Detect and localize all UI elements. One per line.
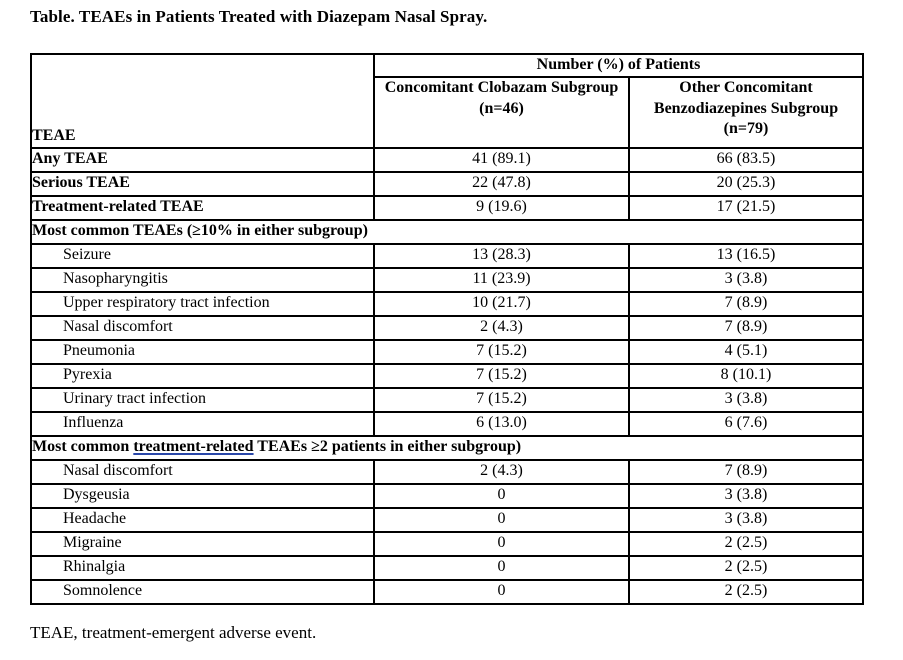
row-label: Nasopharyngitis xyxy=(30,266,375,293)
section-header: Most common TEAEs (≥10% in either subgro… xyxy=(30,218,864,245)
spanning-header-row: TEAE Number (%) of Patients xyxy=(30,53,864,149)
other-benzo-value: 2 (2.5) xyxy=(628,554,864,581)
table-row: Nasopharyngitis 11 (23.9) 3 (3.8) xyxy=(30,266,864,293)
table-body: Any TEAE 41 (89.1) 66 (83.5) Serious TEAE 22… xyxy=(30,146,864,605)
row-label: Dysgeusia xyxy=(30,482,375,509)
other-benzo-value: 3 (3.8) xyxy=(628,386,864,413)
clobazam-value: 11 (23.9) xyxy=(373,266,630,293)
table-row: Influenza 6 (13.0) 6 (7.6) xyxy=(30,410,864,437)
clobazam-value: 41 (89.1) xyxy=(373,146,630,173)
clobazam-value: 2 (4.3) xyxy=(373,314,630,341)
number-patients-header: Number (%) of Patients xyxy=(373,53,864,78)
other-benzo-value: 2 (2.5) xyxy=(628,530,864,557)
table-row: Any TEAE 41 (89.1) 66 (83.5) xyxy=(30,146,864,173)
other-benzo-value: 17 (21.5) xyxy=(628,194,864,221)
row-label: Influenza xyxy=(30,410,375,437)
other-benzo-value: 3 (3.8) xyxy=(628,506,864,533)
table-row: Pneumonia 7 (15.2) 4 (5.1) xyxy=(30,338,864,365)
table-row: Somnolence 0 2 (2.5) xyxy=(30,578,864,605)
table-row: Rhinalgia 0 2 (2.5) xyxy=(30,554,864,581)
row-label: Treatment-related TEAE xyxy=(30,194,375,221)
table-row: Migraine 0 2 (2.5) xyxy=(30,530,864,557)
row-label: Pyrexia xyxy=(30,362,375,389)
clobazam-value: 0 xyxy=(373,506,630,533)
clobazam-value: 0 xyxy=(373,530,630,557)
table-row: Nasal discomfort 2 (4.3) 7 (8.9) xyxy=(30,458,864,485)
section-header: Most common treatment-related TEAEs ≥2 p… xyxy=(30,434,864,461)
row-label: Pneumonia xyxy=(30,338,375,365)
row-label: Nasal discomfort xyxy=(30,458,375,485)
row-label: Migraine xyxy=(30,530,375,557)
other-benzo-value: 7 (8.9) xyxy=(628,458,864,485)
table-row: Treatment-related TEAE 9 (19.6) 17 (21.5) xyxy=(30,194,864,221)
other-benzo-value: 20 (25.3) xyxy=(628,170,864,197)
clobazam-value: 22 (47.8) xyxy=(373,170,630,197)
clobazam-value: 0 xyxy=(373,482,630,509)
section-header-text: TEAEs ≥2 patients in either subgroup) xyxy=(253,438,522,456)
section-header-underlined-text: treatment-related xyxy=(133,438,254,456)
clobazam-value: 7 (15.2) xyxy=(373,386,630,413)
clobazam-subgroup-header: Concomitant Clobazam Subgroup (n=46) xyxy=(373,75,630,149)
teae-table: TEAE Number (%) of Patients Concomitant … xyxy=(30,53,864,605)
other-benzo-value: 7 (8.9) xyxy=(628,314,864,341)
row-label: Headache xyxy=(30,506,375,533)
table-row: Dysgeusia 0 3 (3.8) xyxy=(30,482,864,509)
other-benzo-value: 3 (3.8) xyxy=(628,266,864,293)
section-header-text: Most common TEAEs (≥10% in either subgro… xyxy=(32,222,368,240)
footnote: TEAE, treatment-emergent adverse event. xyxy=(30,623,317,642)
table-row: Serious TEAE 22 (47.8) 20 (25.3) xyxy=(30,170,864,197)
other-benzo-value: 13 (16.5) xyxy=(628,242,864,269)
teae-column-header: TEAE xyxy=(30,53,375,149)
other-benzo-subgroup-header: Other Concomitant Benzodiazepines Subgro… xyxy=(628,75,864,149)
clobazam-value: 7 (15.2) xyxy=(373,362,630,389)
other-benzo-value: 8 (10.1) xyxy=(628,362,864,389)
section-header-text: Most common xyxy=(32,438,134,456)
other-benzo-value: 7 (8.9) xyxy=(628,290,864,317)
table-row: Pyrexia 7 (15.2) 8 (10.1) xyxy=(30,362,864,389)
other-benzo-value: 2 (2.5) xyxy=(628,578,864,605)
row-label: Nasal discomfort xyxy=(30,314,375,341)
table-row: Headache 0 3 (3.8) xyxy=(30,506,864,533)
row-label: Any TEAE xyxy=(30,146,375,173)
row-label: Upper respiratory tract infection xyxy=(30,290,375,317)
row-label: Somnolence xyxy=(30,578,375,605)
other-benzo-value: 3 (3.8) xyxy=(628,482,864,509)
clobazam-value: 7 (15.2) xyxy=(373,338,630,365)
clobazam-value: 10 (21.7) xyxy=(373,290,630,317)
subgroup-header-row: Concomitant Clobazam Subgroup (n=46) Oth… xyxy=(31,75,864,149)
section-row: Most common treatment-related TEAEs ≥2 p… xyxy=(30,434,864,461)
clobazam-value: 9 (19.6) xyxy=(373,194,630,221)
row-label: Seizure xyxy=(30,242,375,269)
row-label: Rhinalgia xyxy=(30,554,375,581)
clobazam-value: 13 (28.3) xyxy=(373,242,630,269)
table-row: Upper respiratory tract infection 10 (21.… xyxy=(30,290,864,317)
row-label: Serious TEAE xyxy=(30,170,375,197)
clobazam-value: 2 (4.3) xyxy=(373,458,630,485)
other-benzo-value: 6 (7.6) xyxy=(628,410,864,437)
row-label: Urinary tract infection xyxy=(30,386,375,413)
other-benzo-value: 66 (83.5) xyxy=(628,146,864,173)
table-row: Urinary tract infection 7 (15.2) 3 (3.8) xyxy=(30,386,864,413)
table-row: Nasal discomfort 2 (4.3) 7 (8.9) xyxy=(30,314,864,341)
table-row: Seizure 13 (28.3) 13 (16.5) xyxy=(30,242,864,269)
other-benzo-value: 4 (5.1) xyxy=(628,338,864,365)
section-row: Most common TEAEs (≥10% in either subgro… xyxy=(30,218,864,245)
table-title: Table. TEAEs in Patients Treated with Di… xyxy=(30,7,488,26)
clobazam-value: 0 xyxy=(373,578,630,605)
clobazam-value: 0 xyxy=(373,554,630,581)
clobazam-value: 6 (13.0) xyxy=(373,410,630,437)
